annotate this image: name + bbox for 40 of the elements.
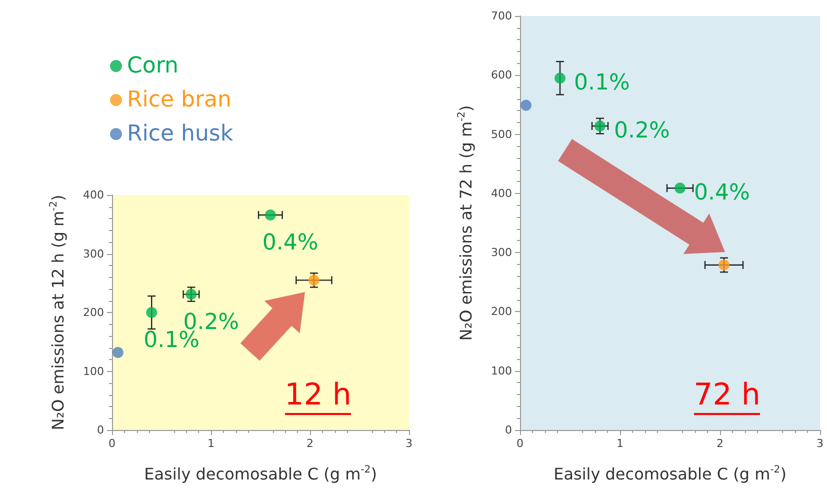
y-tick-label: 300 [83, 247, 104, 260]
annotation: 12 h [284, 378, 352, 412]
x-tick-label: 0 [108, 437, 116, 450]
point [594, 120, 606, 132]
x-tick-label: 1 [616, 437, 624, 450]
y-tick-label: 500 [491, 128, 512, 141]
point [554, 72, 566, 84]
y-tick-label: 600 [491, 68, 512, 82]
y-tick-label: 200 [491, 305, 512, 318]
x-tick-label: 3 [816, 437, 824, 450]
y-tick-label: 400 [83, 188, 104, 202]
y-tick-label: 700 [491, 10, 512, 22]
annotation: 0.2% [614, 118, 670, 144]
point [146, 307, 158, 318]
x-tick-label: 1 [208, 437, 214, 450]
x-tick-label: 2 [306, 437, 314, 450]
y-tick-label: 100 [83, 364, 104, 378]
legend-label: Rice bran [127, 88, 232, 112]
point [112, 346, 124, 358]
legend-label: Rice husk [127, 122, 234, 146]
x-tick-label: 2 [716, 437, 724, 450]
annotation: 0.4% [262, 230, 318, 256]
legend-label: Corn [127, 54, 178, 78]
y-tick-label: 0 [97, 424, 104, 436]
y-tick-label: 200 [83, 306, 104, 319]
y-axis-title: N₂O emissions at 12 h (g m-2) [48, 194, 68, 430]
point [674, 182, 686, 194]
y-tick-label: 400 [491, 186, 512, 200]
x-tick-label: 0 [516, 437, 524, 450]
y-axis-title: N₂O emissions at 72 h (g m-2) [456, 105, 476, 341]
annotation: 0.4% [694, 180, 750, 206]
annotation: 0.1% [574, 70, 630, 96]
point [520, 100, 532, 111]
point [264, 209, 276, 220]
point [718, 259, 730, 270]
annotation: 72 h [694, 378, 760, 412]
x-tick-label: 3 [406, 437, 412, 450]
y-tick-label: 100 [491, 364, 512, 378]
y-tick-label: 300 [491, 246, 512, 260]
y-tick-label: 0 [505, 424, 512, 436]
